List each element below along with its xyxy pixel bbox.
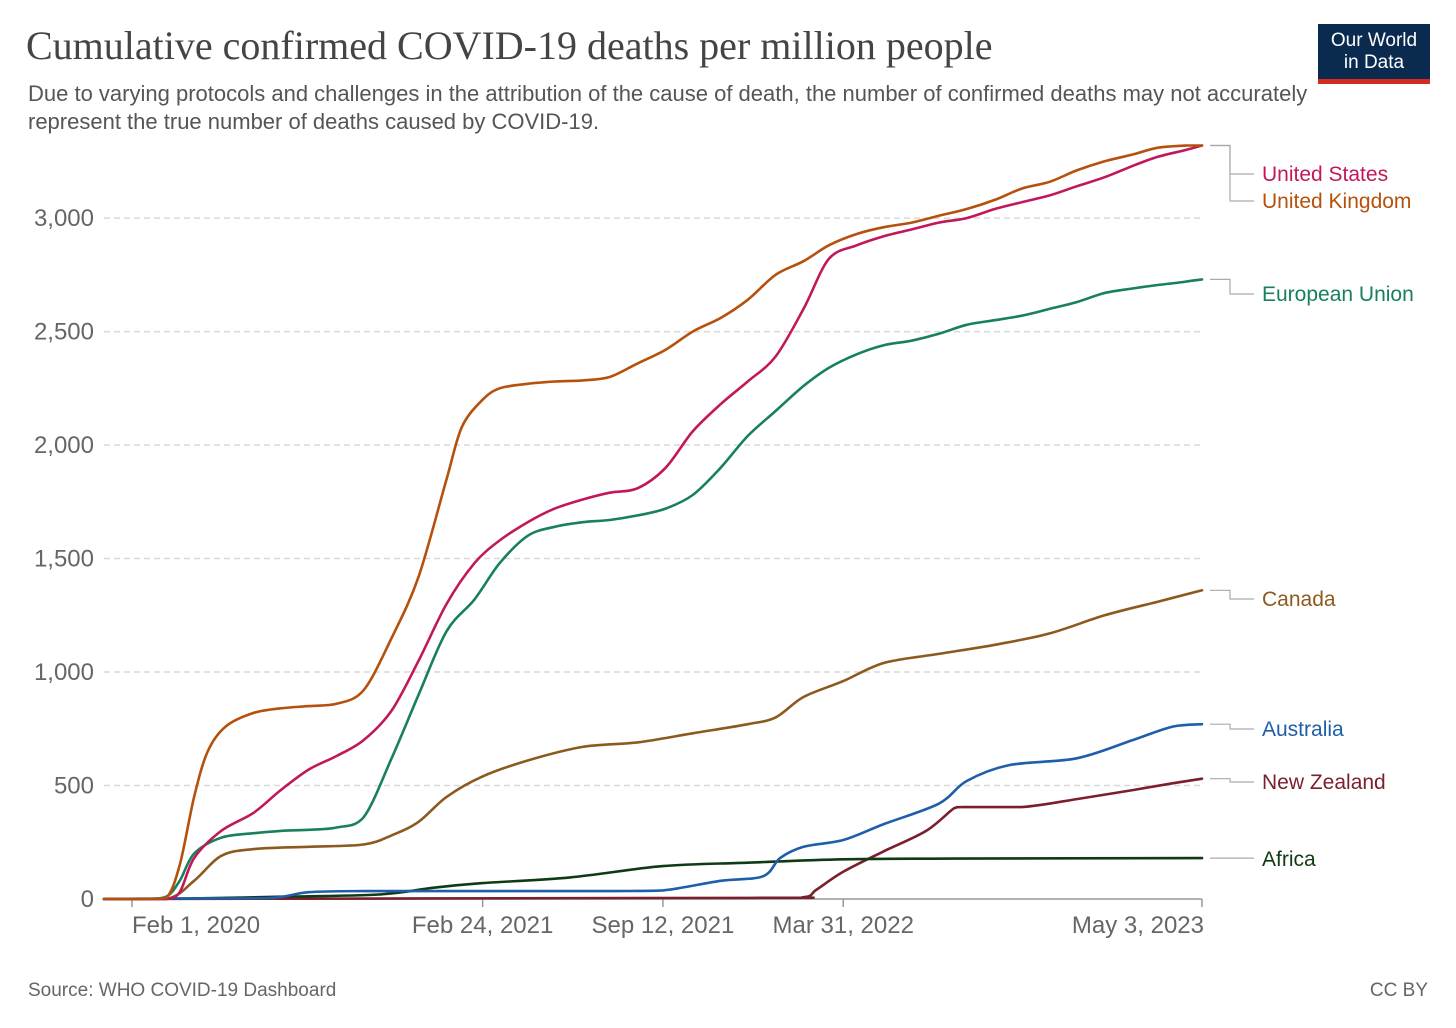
series-connector-canada <box>1210 589 1254 600</box>
x-tick-label: Sep 12, 2021 <box>592 912 735 939</box>
x-tick-label: Feb 24, 2021 <box>412 912 553 939</box>
label-layer: United States United Kingdom European Unio… <box>1210 144 1414 871</box>
y-tick-label: 500 <box>54 773 94 800</box>
series-label-united-kingdom: United Kingdom <box>1262 190 1411 213</box>
series-line-united-states <box>102 144 1204 901</box>
series-label-new-zealand: New Zealand <box>1262 771 1386 794</box>
series-line-united-kingdom <box>102 144 1204 901</box>
y-tick-label: 3,000 <box>34 205 94 232</box>
y-tick-label: 0 <box>81 886 94 913</box>
series-label-australia: Australia <box>1262 718 1344 741</box>
x-tick-label: Feb 1, 2020 <box>132 912 260 939</box>
logo-line-2: in Data <box>1343 52 1405 73</box>
series-connector-united-kingdom <box>1210 144 1254 202</box>
owid-logo[interactable]: Our World in Data <box>1318 24 1430 84</box>
series-connector-new-zealand <box>1210 778 1254 783</box>
y-tick-label: 1,000 <box>34 659 94 686</box>
series-connector-united-states <box>1210 144 1254 175</box>
source-note: Source: WHO COVID-19 Dashboard <box>28 980 337 1001</box>
x-tick-label: May 3, 2023 <box>1072 912 1204 939</box>
series-connector-australia <box>1210 723 1254 730</box>
license-link[interactable]: CC BY <box>1369 980 1428 1001</box>
series-label-united-states: United States <box>1262 163 1388 186</box>
y-tick-label: 2,000 <box>34 432 94 459</box>
series-label-africa: Africa <box>1262 848 1316 871</box>
series-line-european-union <box>102 278 1204 901</box>
y-tick-label: 2,500 <box>34 319 94 346</box>
series-connector-european-union <box>1210 278 1254 295</box>
chart-title: Cumulative confirmed COVID-19 deaths per… <box>26 23 993 68</box>
grid-layer <box>104 217 1202 787</box>
series-line-new-zealand <box>102 777 1204 901</box>
chart-subtitle: Due to varying protocols and challenges … <box>28 81 1308 134</box>
y-tick-label: 1,500 <box>34 546 94 573</box>
x-tick-label: Mar 31, 2022 <box>773 912 914 939</box>
series-line-australia <box>102 722 1204 901</box>
series-label-canada: Canada <box>1262 588 1336 611</box>
series-label-european-union: European Union <box>1262 283 1414 306</box>
series-line-canada <box>102 589 1204 901</box>
logo-line-1: Our World <box>1330 30 1418 51</box>
axis-layer: 0 500 1,000 1,500 2,000 2,500 3,000 Feb 1, 2020… <box>34 205 1204 939</box>
series-line-africa <box>102 856 1204 901</box>
series-layer <box>102 144 1204 901</box>
